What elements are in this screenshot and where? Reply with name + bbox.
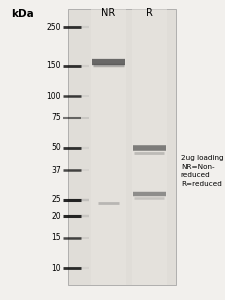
Text: 50: 50 [51,143,61,152]
Text: R: R [145,8,152,17]
Text: 15: 15 [51,233,61,242]
Text: 20: 20 [51,212,61,221]
Text: 100: 100 [46,92,61,100]
Text: 250: 250 [46,23,61,32]
Text: 150: 150 [46,61,61,70]
Text: 2ug loading
NR=Non-
reduced
R=reduced: 2ug loading NR=Non- reduced R=reduced [180,155,223,187]
Text: 25: 25 [51,195,61,204]
Text: 75: 75 [51,113,61,122]
Bar [131,9,166,285]
Text: 37: 37 [51,166,61,175]
Text: 10: 10 [51,264,61,273]
Text: kDa: kDa [11,9,34,19]
Bar [90,9,126,285]
Text: NR: NR [101,8,115,17]
Bar [68,9,176,285]
